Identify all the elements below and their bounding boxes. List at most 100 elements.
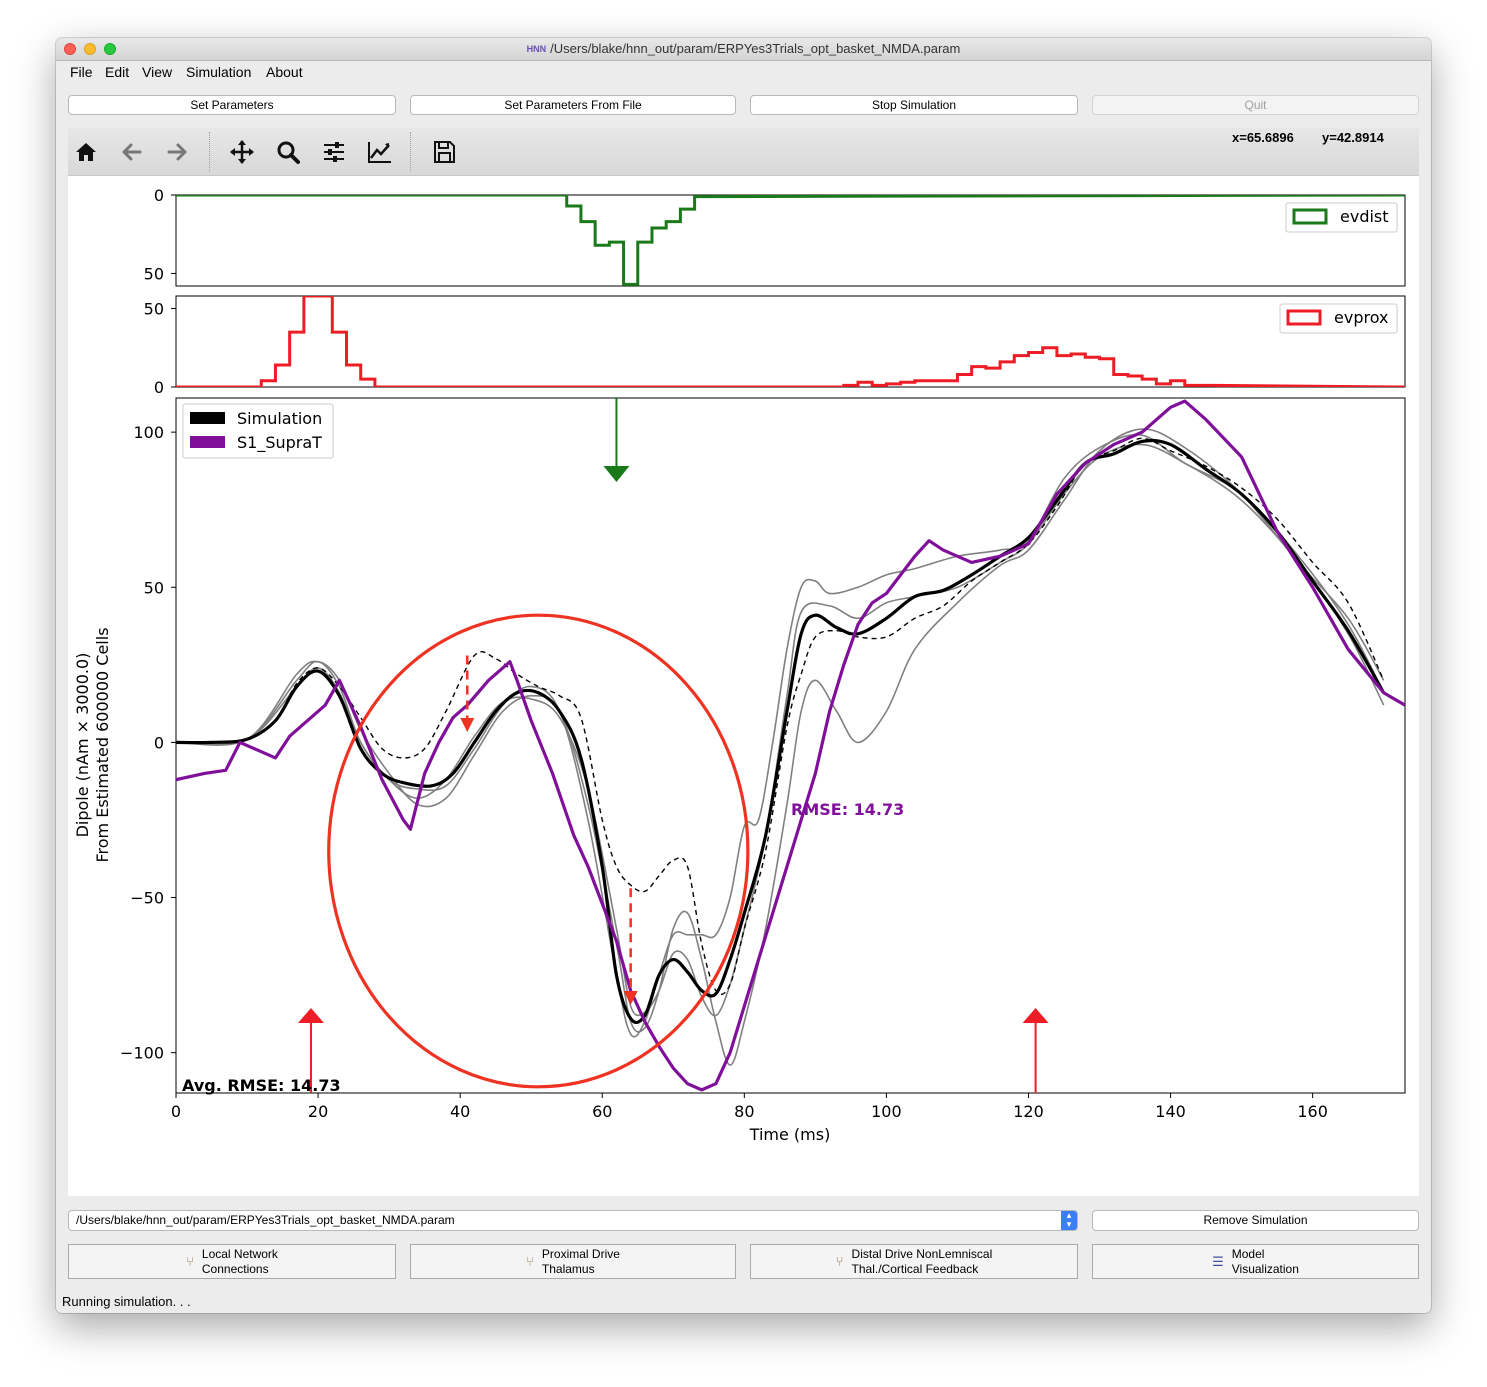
close-window-button[interactable] <box>64 43 76 55</box>
y-tick-label: 0 <box>154 733 164 752</box>
x-tick-label: 140 <box>1155 1102 1186 1121</box>
x-tick-label: 100 <box>871 1102 902 1121</box>
evprox-legend-label: evprox <box>1334 308 1388 327</box>
shift-dashed-arrow-head <box>460 717 475 732</box>
cursor-x-readout: x=65.6896 <box>1232 130 1294 145</box>
simulation-select-value: /Users/blake/hnn_out/param/ERPYes3Trials… <box>76 1213 455 1227</box>
remove-simulation-button[interactable]: Remove Simulation <box>1092 1210 1419 1231</box>
x-axis-label: Time (ms) <box>749 1125 831 1144</box>
pan-icon[interactable] <box>228 138 256 166</box>
proximal-line1: Proximal Drive <box>541 1246 620 1261</box>
distal-button-text: Distal Drive NonLemniscal Thal./Cortical … <box>852 1247 993 1277</box>
model-visualization-icon: ☰ <box>1212 1253 1224 1269</box>
back-arrow-icon[interactable] <box>118 138 146 166</box>
local-network-line1: Local Network <box>201 1246 278 1261</box>
distal-drive-arrow-head <box>603 466 630 482</box>
model-vis-button-text: Model Visualization <box>1232 1247 1299 1277</box>
x-tick-label: 160 <box>1297 1102 1328 1121</box>
simulation-select[interactable]: /Users/blake/hnn_out/param/ERPYes3Trials… <box>68 1210 1078 1231</box>
model-vis-line2: Visualization <box>1231 1261 1299 1276</box>
forward-arrow-icon[interactable] <box>163 138 191 166</box>
y-axis-label-line1: Dipole (nAm × 3000.0) <box>73 653 92 838</box>
title-bar: HNN/Users/blake/hnn_out/param/ERPYes3Tri… <box>56 38 1431 61</box>
hnn-app-icon: HNN <box>526 44 547 54</box>
menu-about[interactable]: About <box>266 64 303 80</box>
y-axis-label-line2: From Estimated 600000 Cells <box>93 627 112 862</box>
local-network-button-text: Local Network Connections <box>202 1247 278 1277</box>
proximal-drive-arrow-head <box>297 1008 324 1023</box>
y-tick-label: −100 <box>120 1044 164 1063</box>
toolbar-separator <box>410 132 412 172</box>
plot-canvas[interactable]: 0 50 evdist 0 50 evprox 0 20 40 60 80 100 120 140… <box>68 176 1419 1196</box>
x-tick-label: 20 <box>308 1102 328 1121</box>
proximal-line2: Thalamus <box>541 1261 595 1276</box>
evprox-histogram-panel: 0 50 evprox <box>144 295 1406 397</box>
proximal-drive-icon: ⑂ <box>526 1254 534 1269</box>
evprox-legend-swatch <box>1286 309 1322 326</box>
evdist-axes-frame <box>175 194 1406 287</box>
x-tick-label: 60 <box>592 1102 612 1121</box>
set-parameters-button[interactable]: Set Parameters <box>68 95 396 115</box>
legend-swatch-data <box>190 436 225 448</box>
menu-edit[interactable]: Edit <box>105 64 130 80</box>
toolbar-separator <box>209 132 211 172</box>
window-title: HNN/Users/blake/hnn_out/param/ERPYes3Tri… <box>56 41 1431 56</box>
evprox-histogram <box>176 296 1405 387</box>
top-button-row: Set Parameters Set Parameters From File … <box>56 95 1431 115</box>
distal-line2: Thal./Cortical Feedback <box>851 1261 979 1276</box>
dipole-axes-frame <box>175 397 1406 1094</box>
evdist-ytick-label: 50 <box>144 264 164 283</box>
proximal-drive-thalamus-button[interactable]: ⑂ Proximal Drive Thalamus <box>410 1244 736 1279</box>
y-tick-label: 50 <box>144 578 164 597</box>
app-window: HNN/Users/blake/hnn_out/param/ERPYes3Tri… <box>56 38 1431 1313</box>
shift-dashed-arrow-head <box>623 991 638 1006</box>
evdist-histogram-panel: 0 50 evdist <box>144 186 1406 287</box>
maximize-window-button[interactable] <box>104 43 116 55</box>
menu-view[interactable]: View <box>142 64 173 80</box>
menu-file[interactable]: File <box>70 64 93 80</box>
legend-swatch-simulation <box>190 412 225 424</box>
legend-label-simulation: Simulation <box>237 409 322 428</box>
dipole-panel: 0 20 40 60 80 100 120 140 160 −100 −50 0 50 100 Simul… <box>73 397 1406 1144</box>
x-tick-label: 80 <box>734 1102 754 1121</box>
y-tick-label: −50 <box>130 889 164 908</box>
status-bar: Running simulation. . . <box>62 1294 191 1309</box>
evdist-histogram <box>176 195 1405 286</box>
evprox-ytick-label: 50 <box>144 300 164 319</box>
evprox-ytick-label: 0 <box>154 378 164 397</box>
menu-bar: File Edit View Simulation About <box>56 61 1431 83</box>
model-vis-line1: Model <box>1231 1246 1265 1261</box>
proximal-drive-arrow-head <box>1022 1008 1049 1023</box>
series-line-5 <box>176 399 1405 1092</box>
zoom-icon[interactable] <box>274 138 302 166</box>
minimize-window-button[interactable] <box>84 43 96 55</box>
quit-button[interactable]: Quit <box>1092 95 1419 115</box>
axes-edit-icon[interactable] <box>366 138 394 166</box>
set-parameters-from-file-button[interactable]: Set Parameters From File <box>410 95 736 115</box>
rmse-label: RMSE: 14.73 <box>791 800 904 819</box>
menu-simulation[interactable]: Simulation <box>186 64 252 80</box>
legend-label-data: S1_SupraT <box>237 433 322 453</box>
network-icon: ⑂ <box>186 1254 194 1269</box>
x-tick-label: 40 <box>450 1102 470 1121</box>
stop-simulation-button[interactable]: Stop Simulation <box>750 95 1078 115</box>
dipole-figure[interactable]: 0 50 evdist 0 50 evprox 0 20 40 60 80 100 120 140… <box>68 176 1419 1196</box>
local-network-connections-button[interactable]: ⑂ Local Network Connections <box>68 1244 396 1279</box>
select-chevron-icon[interactable]: ▴ ▾ <box>1061 1211 1077 1230</box>
distal-line1: Distal Drive NonLemniscal <box>851 1246 993 1261</box>
distal-drive-icon: ⑂ <box>835 1254 844 1269</box>
evdist-legend-label: evdist <box>1340 207 1389 226</box>
subplots-config-icon[interactable] <box>320 138 348 166</box>
avg-rmse-label: Avg. RMSE: 14.73 <box>182 1076 341 1095</box>
window-title-text: /Users/blake/hnn_out/param/ERPYes3Trials… <box>550 41 961 56</box>
series-line-4 <box>176 433 1385 1038</box>
save-icon[interactable] <box>430 138 458 166</box>
highlight-circle <box>327 613 750 1089</box>
plot-toolbar: x=65.6896 y=42.8914 <box>68 128 1419 176</box>
local-network-line2: Connections <box>201 1261 269 1276</box>
model-visualization-button[interactable]: ☰ Model Visualization <box>1092 1244 1419 1279</box>
evdist-legend-swatch <box>1292 208 1328 225</box>
home-icon[interactable] <box>72 138 100 166</box>
distal-drive-feedback-button[interactable]: ⑂ Distal Drive NonLemniscal Thal./Cortica… <box>750 1244 1078 1279</box>
cursor-y-readout: y=42.8914 <box>1322 130 1384 145</box>
